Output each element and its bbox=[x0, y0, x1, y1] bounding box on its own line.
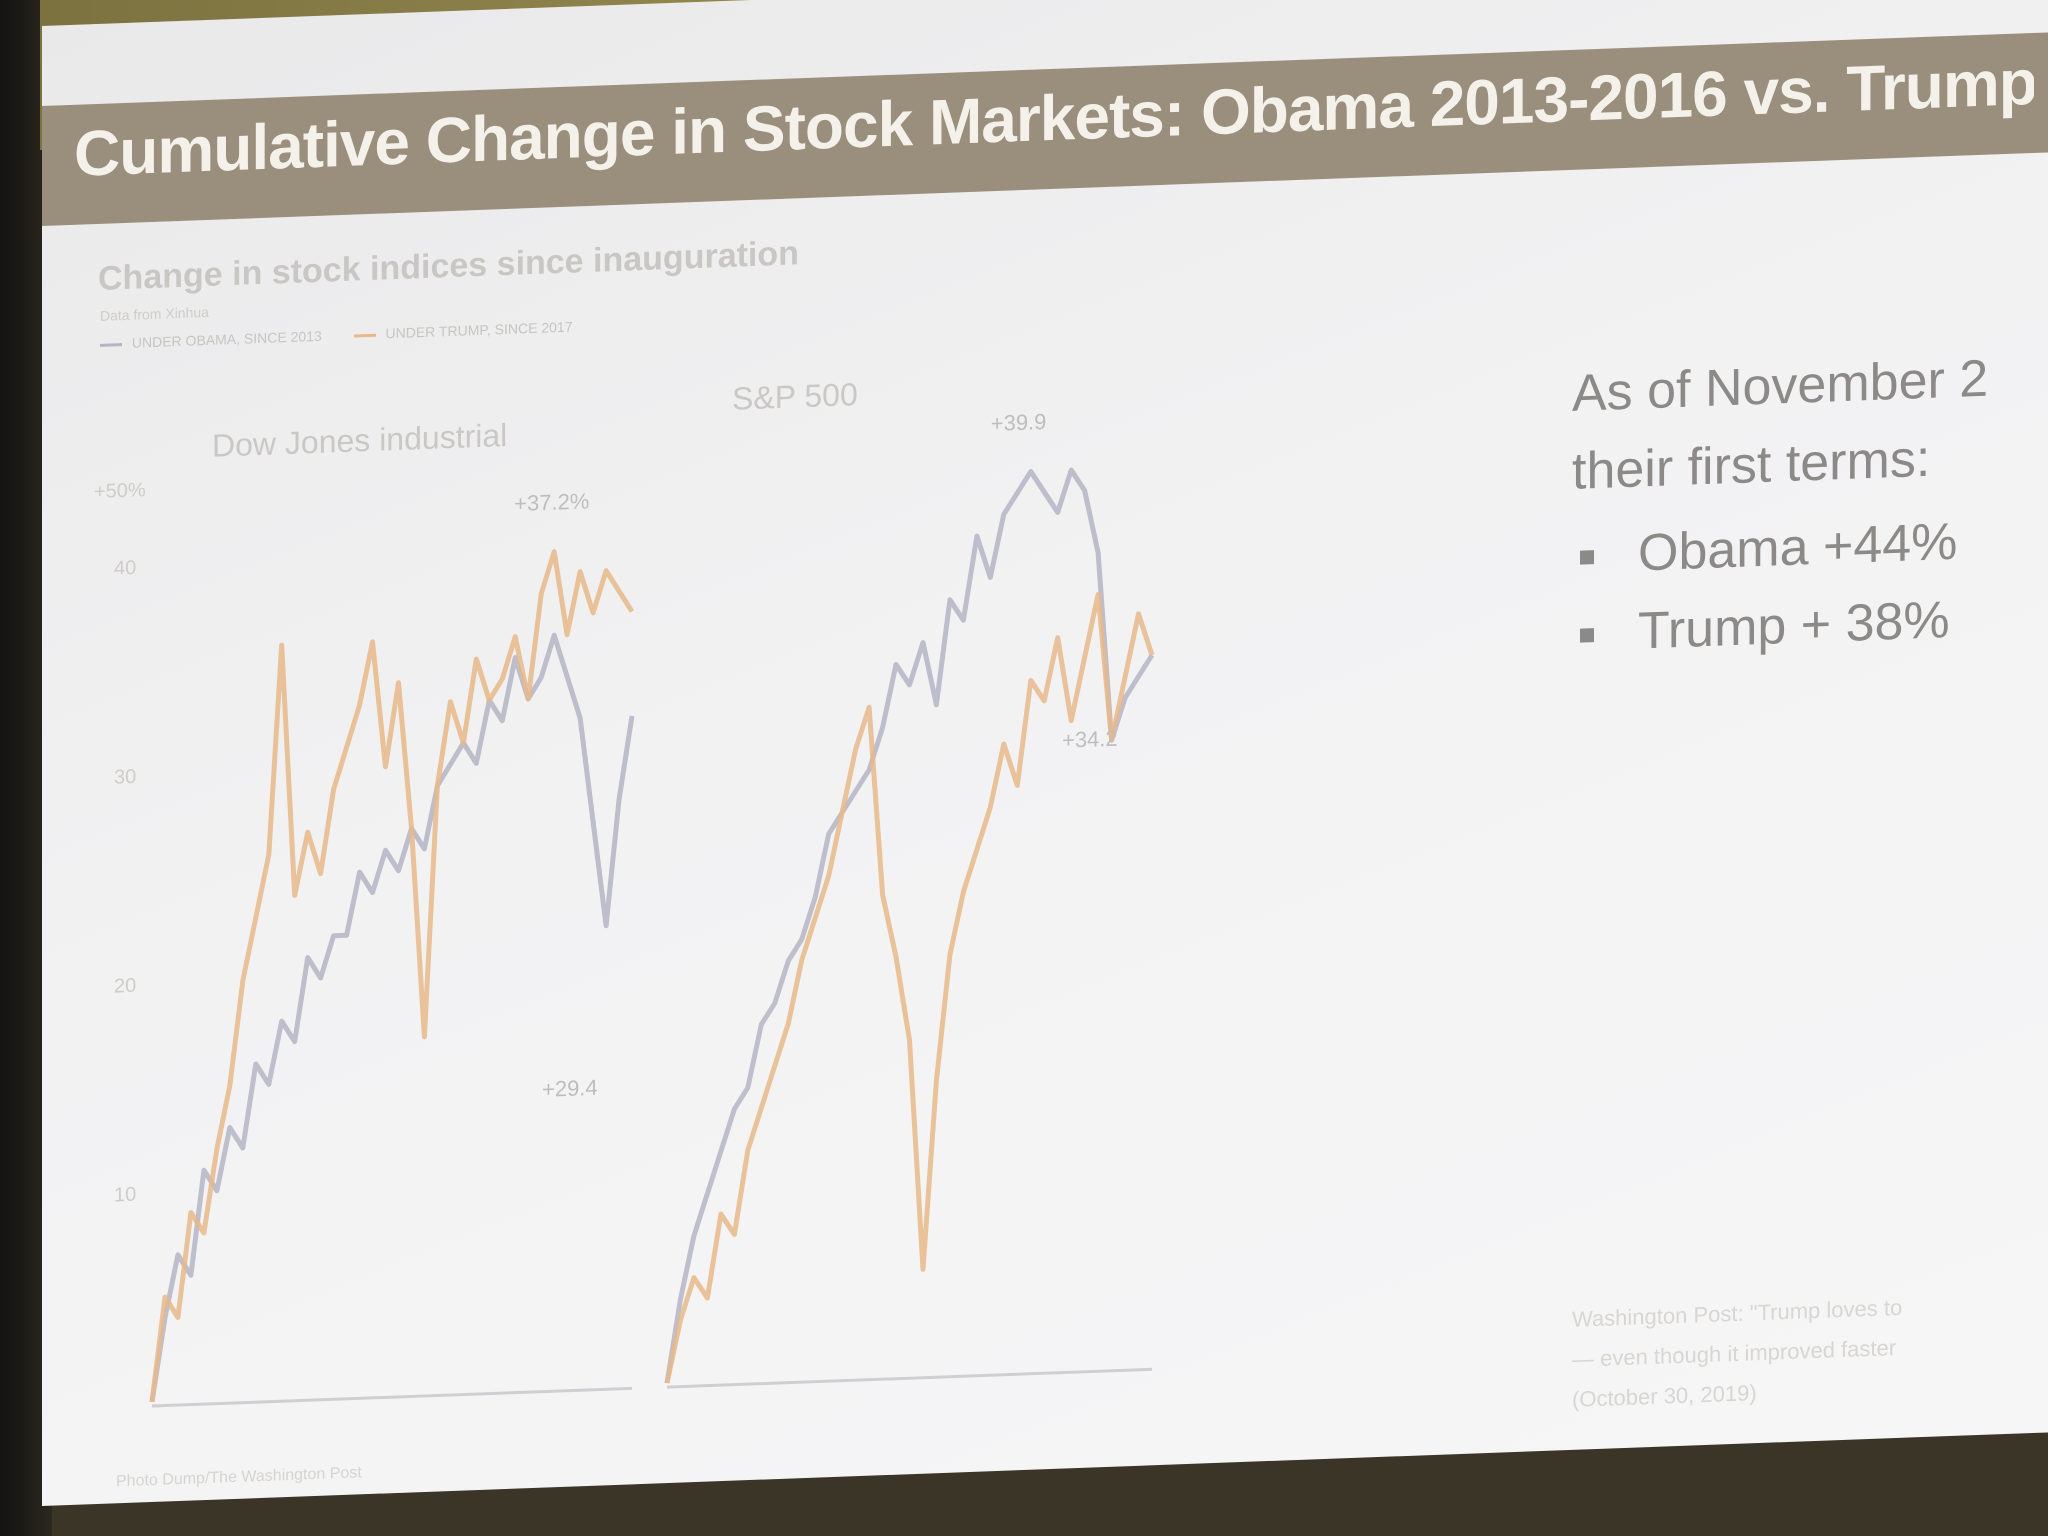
series-line-obama bbox=[149, 632, 635, 1403]
y-tick-label: 30 bbox=[114, 766, 136, 789]
bullet-trump: Trump + 38% bbox=[1572, 580, 1988, 673]
series-line-trump bbox=[664, 591, 1155, 1384]
bullet-marker-icon bbox=[1580, 628, 1594, 643]
x-axis-baseline bbox=[667, 1367, 1152, 1389]
bullet-marker-icon bbox=[1580, 550, 1594, 565]
bullet-obama-text: Obama +44% bbox=[1638, 512, 1958, 583]
data-label: +39.9 bbox=[991, 409, 1047, 436]
projected-slide: Cumulative Change in Stock Markets: Obam… bbox=[42, 0, 2048, 1506]
data-label: +34.2 bbox=[1062, 726, 1118, 753]
summary-bullets: Obama +44% Trump + 38% bbox=[1572, 502, 1988, 673]
stock-index-chart: 10 20 30 40 +50% +37.2% +29.4 +39.9 +34.2 bbox=[94, 409, 1155, 1408]
y-tick-label: 20 bbox=[114, 975, 136, 998]
x-axis-baseline bbox=[152, 1386, 632, 1408]
series-line-obama bbox=[664, 467, 1155, 1384]
series-line-trump bbox=[149, 549, 635, 1403]
data-label: +29.4 bbox=[542, 1075, 598, 1102]
citation: Washington Post: "Trump loves to — even … bbox=[1572, 1288, 1902, 1420]
data-label: +37.2% bbox=[514, 488, 589, 516]
y-tick-label: 40 bbox=[114, 557, 136, 580]
y-tick-label-top: +50% bbox=[94, 479, 146, 503]
summary-text: As of November 2 their first terms: Obam… bbox=[1572, 340, 1988, 673]
y-tick-label: 10 bbox=[114, 1184, 136, 1207]
summary-lead-line-2: their first terms: bbox=[1572, 429, 1931, 501]
bullet-trump-text: Trump + 38% bbox=[1638, 591, 1950, 661]
